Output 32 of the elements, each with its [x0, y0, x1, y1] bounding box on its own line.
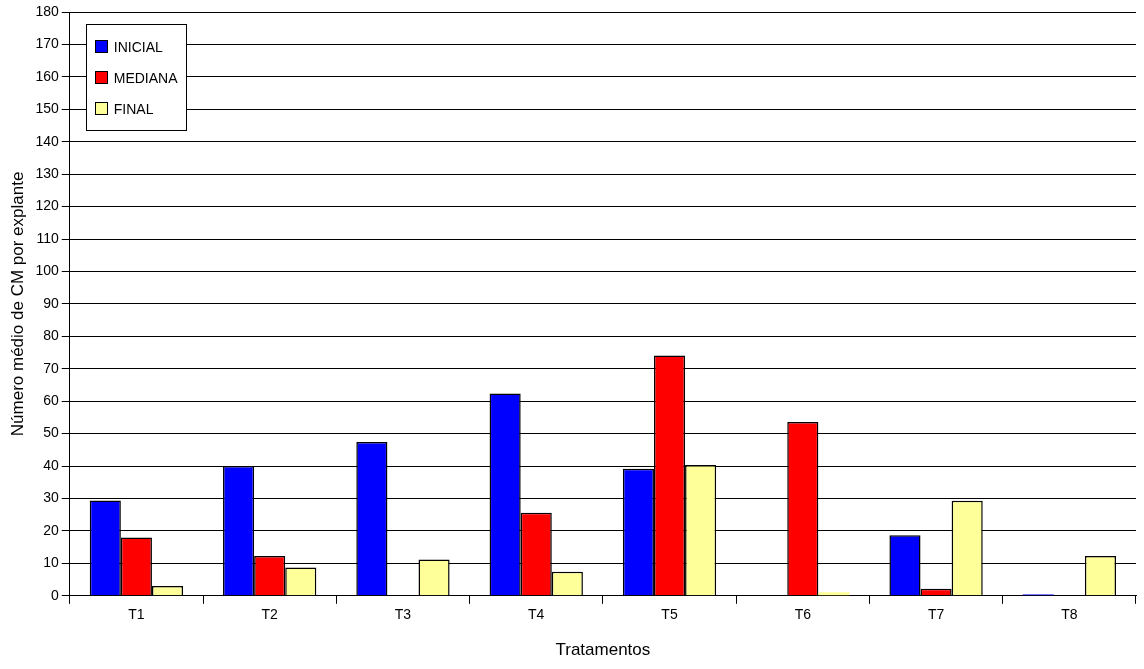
y-tick-label: 150: [35, 100, 59, 117]
y-tick-label: 10: [43, 554, 59, 571]
y-tick-label: 170: [35, 35, 59, 52]
y-tick-label: 100: [35, 262, 59, 279]
y-tick-label: 0: [50, 586, 59, 603]
legend-label: MEDIANA: [113, 69, 178, 86]
y-tick-label: 160: [35, 67, 59, 84]
x-tick-label: T4: [528, 606, 545, 623]
x-tick-label: T5: [661, 606, 678, 623]
y-tick-label: 90: [43, 294, 59, 311]
x-tick-label: T7: [927, 606, 945, 623]
y-tick-label: 50: [43, 424, 59, 441]
y-tick-label: 70: [43, 359, 59, 376]
x-tick-label: T3: [394, 606, 412, 623]
legend-label: INICIAL: [113, 38, 163, 55]
x-axis-title: Tratamentos: [555, 640, 651, 660]
legend-label: FINAL: [113, 100, 154, 117]
y-tick-label: 80: [43, 327, 59, 344]
y-tick-label: 130: [35, 165, 59, 182]
x-tick-label: T2: [261, 606, 279, 623]
x-tick-label: T1: [128, 606, 145, 623]
y-tick-label: 180: [35, 2, 59, 19]
y-tick-label: 20: [43, 521, 59, 538]
x-tick-label: T8: [1061, 606, 1078, 623]
y-axis-title: Número médio de CM por explante: [7, 171, 27, 437]
y-tick-label: 140: [35, 132, 59, 149]
y-tick-label: 30: [43, 489, 59, 506]
y-tick-label: 110: [36, 229, 59, 246]
y-tick-label: 40: [43, 456, 59, 473]
y-tick-label: 60: [43, 392, 59, 409]
x-tick-label: T6: [794, 606, 812, 623]
y-tick-label: 120: [35, 197, 59, 214]
